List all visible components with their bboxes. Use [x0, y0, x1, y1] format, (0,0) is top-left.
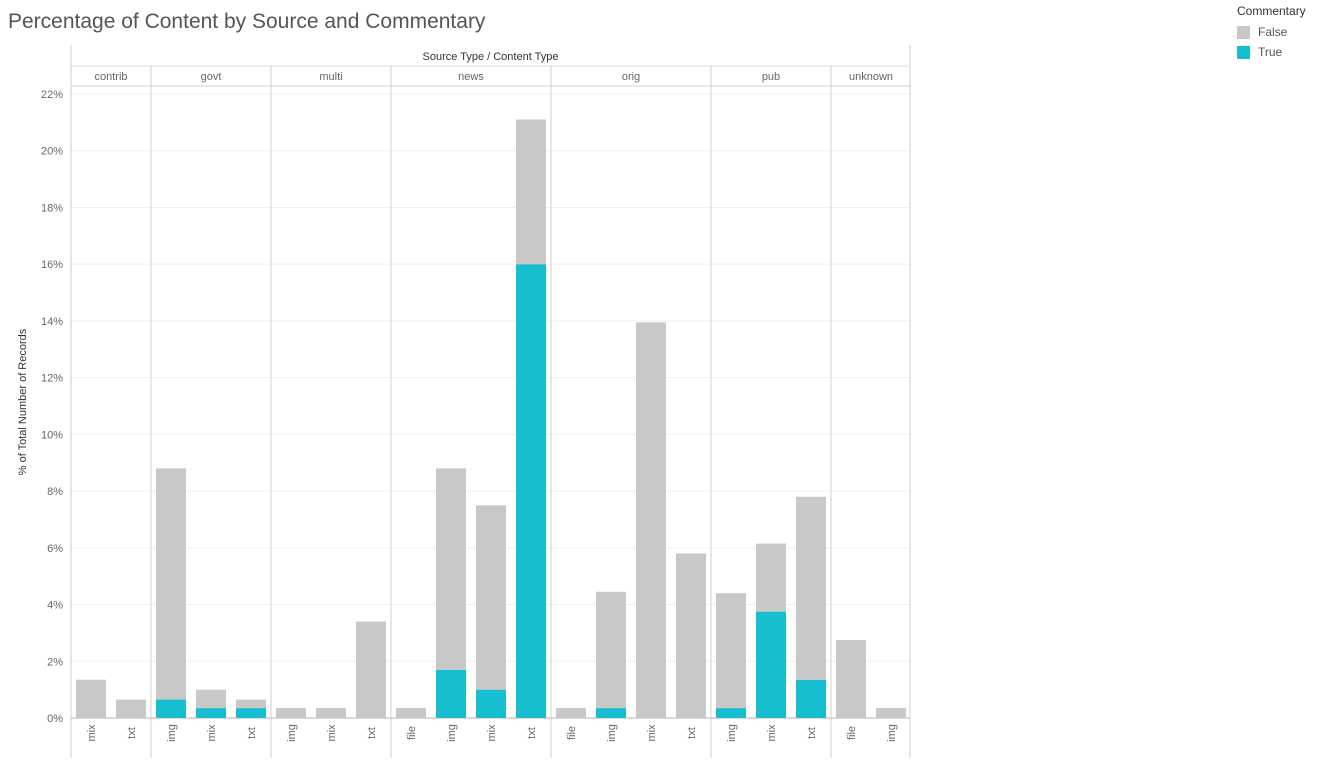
legend-title: Commentary [1237, 4, 1306, 18]
x-tick-label: file [406, 726, 418, 740]
bar-govt-img-true[interactable] [156, 699, 186, 718]
bar-multi-img-false[interactable] [276, 708, 306, 718]
bar-pub-mix-true[interactable] [756, 611, 786, 718]
y-tick-label: 6% [47, 543, 63, 555]
legend-swatch-false [1237, 25, 1250, 39]
bar-pub-txt-false[interactable] [796, 496, 826, 680]
bar-orig-img-true[interactable] [596, 708, 626, 718]
y-tick-label: 0% [47, 713, 63, 725]
legend-item-true[interactable]: True [1237, 42, 1306, 62]
x-tick-label: file [846, 726, 858, 740]
x-tick-label: txt [686, 727, 698, 739]
group-header-govt: govt [201, 71, 222, 83]
bar-govt-img-false[interactable] [156, 468, 186, 700]
bar-orig-file-false[interactable] [556, 708, 586, 718]
y-tick-label: 10% [41, 429, 63, 441]
x-tick-label: img [446, 724, 458, 742]
bar-contrib-mix-false[interactable] [76, 679, 106, 718]
y-axis-label: % of Total Number of Records [17, 328, 29, 475]
group-header-orig: orig [622, 71, 640, 83]
bar-contrib-txt-false[interactable] [116, 699, 146, 718]
y-tick-label: 14% [41, 316, 63, 328]
bar-govt-txt-false[interactable] [236, 699, 266, 709]
bar-govt-mix-true[interactable] [196, 708, 226, 718]
bar-pub-img-true[interactable] [716, 708, 746, 718]
x-tick-label: mix [326, 724, 338, 742]
group-header-multi: multi [319, 71, 342, 83]
bar-orig-img-false[interactable] [596, 591, 626, 709]
y-tick-label: 22% [41, 89, 63, 101]
bar-orig-txt-false[interactable] [676, 553, 706, 718]
y-tick-label: 16% [41, 259, 63, 271]
x-tick-label: img [606, 724, 618, 742]
x-tick-label: mix [646, 724, 658, 742]
y-tick-label: 12% [41, 373, 63, 385]
bar-govt-txt-true[interactable] [236, 708, 266, 718]
legend-label-true: True [1258, 45, 1283, 59]
bar-news-file-false[interactable] [396, 708, 426, 718]
x-tick-label: img [166, 724, 178, 742]
x-tick-label: txt [526, 727, 538, 739]
x-tick-label: img [726, 724, 738, 742]
bar-unknown-img-false[interactable] [876, 708, 906, 718]
group-header-news: news [458, 71, 484, 83]
y-tick-label: 4% [47, 600, 63, 612]
legend-swatch-true [1237, 45, 1250, 59]
bar-news-img-false[interactable] [436, 468, 466, 670]
bar-pub-img-false[interactable] [716, 593, 746, 709]
x-tick-label: txt [126, 727, 138, 739]
group-header-contrib: contrib [94, 71, 127, 83]
x-tick-label: img [286, 724, 298, 742]
bar-news-txt-true[interactable] [516, 264, 546, 718]
chart-title: Percentage of Content by Source and Comm… [8, 10, 486, 33]
column-header: Source Type / Content Type [423, 51, 559, 63]
legend-item-false[interactable]: False [1237, 22, 1306, 42]
bar-unknown-file-false[interactable] [836, 640, 866, 718]
legend-label-false: False [1258, 25, 1288, 39]
bar-govt-mix-false[interactable] [196, 689, 226, 709]
y-tick-label: 2% [47, 656, 63, 668]
bar-news-mix-true[interactable] [476, 689, 506, 718]
x-tick-label: txt [806, 727, 818, 739]
x-tick-label: mix [766, 724, 778, 742]
x-tick-label: file [566, 726, 578, 740]
group-header-pub: pub [762, 71, 780, 83]
y-tick-label: 20% [41, 146, 63, 158]
y-tick-label: 8% [47, 486, 63, 498]
x-tick-label: txt [246, 727, 258, 739]
x-tick-label: mix [86, 724, 98, 742]
x-tick-label: img [886, 724, 898, 742]
group-header-unknown: unknown [849, 71, 893, 83]
x-tick-label: mix [486, 724, 498, 742]
bar-news-img-true[interactable] [436, 669, 466, 718]
x-tick-label: txt [366, 727, 378, 739]
bar-pub-mix-false[interactable] [756, 543, 786, 612]
x-tick-label: mix [206, 724, 218, 742]
y-tick-label: 18% [41, 202, 63, 214]
bar-news-txt-false[interactable] [516, 119, 546, 265]
bar-news-mix-false[interactable] [476, 505, 506, 690]
bar-multi-mix-false[interactable] [316, 708, 346, 718]
legend: Commentary False True [1237, 4, 1306, 62]
bar-multi-txt-false[interactable] [356, 621, 386, 718]
bar-pub-txt-true[interactable] [796, 679, 826, 718]
bar-orig-mix-false[interactable] [636, 322, 666, 718]
